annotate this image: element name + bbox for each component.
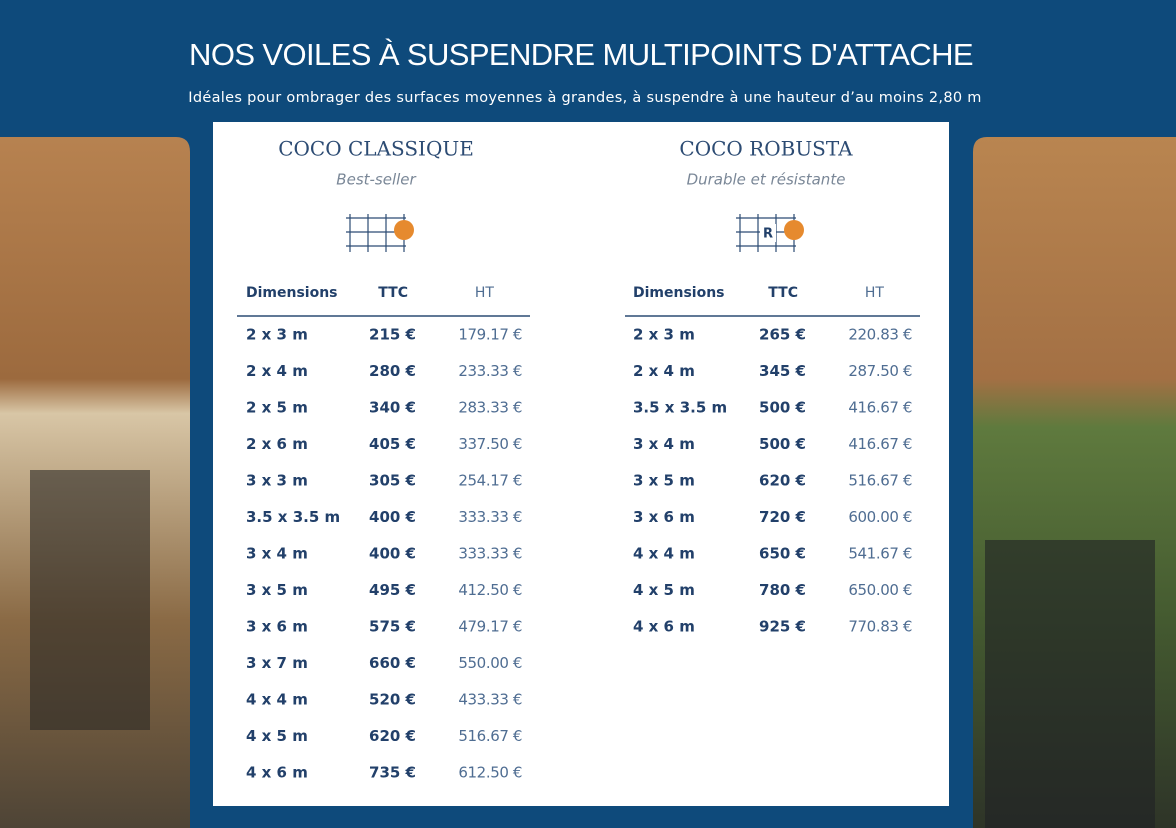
ttc-cell: 215 € (369, 326, 416, 344)
icon-dot (784, 220, 804, 240)
ttc-cell: 405 € (369, 435, 416, 453)
ht-cell: 516.67 € (458, 727, 522, 745)
dimension-cell: 2 x 6 m (246, 435, 308, 453)
icon-label-box (760, 224, 776, 242)
column-header: TTC (378, 285, 408, 301)
ht-cell: 479.17 € (458, 618, 522, 636)
ht-cell: 412.50 € (458, 581, 522, 599)
dimension-cell: 4 x 5 m (633, 581, 695, 599)
dimension-cell: 3 x 5 m (246, 581, 308, 599)
column-header: Dimensions (633, 285, 725, 301)
ttc-cell: 520 € (369, 691, 416, 709)
photo-right-door (985, 540, 1155, 828)
ht-cell: 333.33 € (458, 508, 522, 526)
ttc-cell: 280 € (369, 362, 416, 380)
photo-left-door (30, 470, 150, 730)
dimension-cell: 3.5 x 3.5 m (633, 399, 727, 417)
dimension-cell: 4 x 5 m (246, 727, 308, 745)
ttc-cell: 575 € (369, 618, 416, 636)
title: NOS VOILES À SUSPENDRE MULTIPOINTS D'ATT… (189, 37, 973, 72)
ht-cell: 337.50 € (458, 435, 522, 453)
ttc-cell: 620 € (759, 472, 806, 490)
ttc-cell: 345 € (759, 362, 806, 380)
icon-dot (394, 220, 414, 240)
ht-cell: 612.50 € (458, 764, 522, 782)
dimension-cell: 3 x 6 m (633, 508, 695, 526)
ht-cell: 416.67 € (848, 399, 912, 417)
dimension-cell: 4 x 4 m (633, 545, 695, 563)
ht-cell: 650.00 € (848, 581, 912, 599)
ht-cell: 220.83 € (848, 326, 912, 344)
dimension-cell: 3.5 x 3.5 m (246, 508, 340, 526)
ht-cell: 550.00 € (458, 654, 522, 672)
ttc-cell: 265 € (759, 326, 806, 344)
dimension-cell: 2 x 4 m (633, 362, 695, 380)
column-header: HT (865, 285, 885, 301)
product-name: COCO CLASSIQUE (278, 137, 474, 161)
dimension-cell: 2 x 5 m (246, 399, 308, 417)
ht-cell: 770.83 € (848, 618, 912, 636)
ht-cell: 416.67 € (848, 435, 912, 453)
price-panel (213, 122, 949, 806)
ht-cell: 516.67 € (848, 472, 912, 490)
ttc-cell: 720 € (759, 508, 806, 526)
ttc-cell: 305 € (369, 472, 416, 490)
ttc-cell: 400 € (369, 508, 416, 526)
product-tagline: Best-seller (336, 171, 416, 189)
ttc-cell: 780 € (759, 581, 806, 599)
ttc-cell: 495 € (369, 581, 416, 599)
ttc-cell: 650 € (759, 545, 806, 563)
ttc-cell: 735 € (369, 764, 416, 782)
ht-cell: 233.33 € (458, 362, 522, 380)
ht-cell: 179.17 € (458, 326, 522, 344)
dimension-cell: 3 x 3 m (246, 472, 308, 490)
dimension-cell: 2 x 3 m (633, 326, 695, 344)
ht-cell: 433.33 € (458, 691, 522, 709)
dimension-cell: 3 x 7 m (246, 654, 308, 672)
dimension-cell: 4 x 6 m (633, 618, 695, 636)
ht-cell: 600.00 € (848, 508, 912, 526)
dimension-cell: 3 x 4 m (246, 545, 308, 563)
dimension-cell: 2 x 3 m (246, 326, 308, 344)
ht-cell: 283.33 € (458, 399, 522, 417)
ht-cell: 541.67 € (848, 545, 912, 563)
icon-label: R (763, 227, 773, 242)
dimension-cell: 4 x 6 m (246, 764, 308, 782)
product-name: COCO ROBUSTA (679, 137, 853, 161)
column-header: Dimensions (246, 285, 338, 301)
ttc-cell: 340 € (369, 399, 416, 417)
ttc-cell: 925 € (759, 618, 806, 636)
tables: COCO CLASSIQUE Best-seller Dimensions TTC HT… (237, 137, 920, 782)
dimension-cell: 4 x 4 m (246, 691, 308, 709)
ht-cell: 333.33 € (458, 545, 522, 563)
subtitle: Idéales pour ombrager des surfaces moyen… (188, 90, 981, 106)
ht-cell: 287.50 € (848, 362, 912, 380)
ttc-cell: 400 € (369, 545, 416, 563)
ttc-cell: 500 € (759, 435, 806, 453)
dimension-cell: 2 x 4 m (246, 362, 308, 380)
column-header: TTC (768, 285, 798, 301)
product-tagline: Durable et résistante (687, 171, 846, 189)
ttc-cell: 660 € (369, 654, 416, 672)
column-header: HT (475, 285, 495, 301)
dimension-cell: 3 x 5 m (633, 472, 695, 490)
ttc-cell: 500 € (759, 399, 806, 417)
dimension-cell: 3 x 6 m (246, 618, 308, 636)
dimension-cell: 3 x 4 m (633, 435, 695, 453)
ht-cell: 254.17 € (458, 472, 522, 490)
ttc-cell: 620 € (369, 727, 416, 745)
